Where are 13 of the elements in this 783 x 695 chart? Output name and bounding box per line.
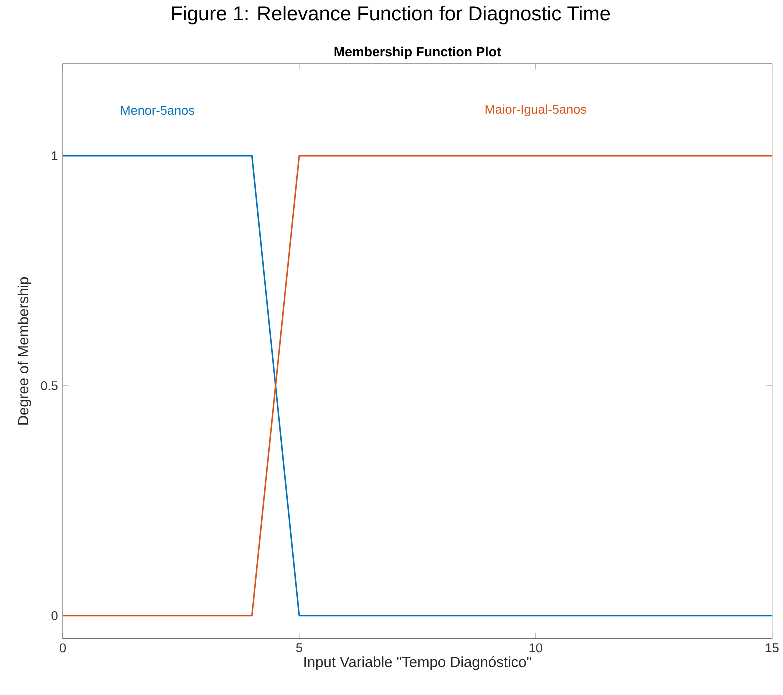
x-tick-label: 15	[766, 644, 779, 652]
x-tick-label: 10	[530, 644, 542, 653]
y-tick-label: 0.5	[41, 381, 58, 390]
y-tick-label: 1	[52, 152, 58, 160]
y-axis-title: Degree of Membership	[18, 278, 32, 425]
text: Maior-Igual-5anos	[486, 104, 586, 117]
chart-subtitle: Membership Function Plot	[334, 46, 502, 60]
text: Menor-5anos	[121, 106, 194, 116]
x-axis-title: Input Variable "Tempo Diagnóstico"	[304, 656, 532, 670]
y-tick-label: 0	[52, 611, 58, 620]
chart-title: Figure 1: Relevance Function for Diagnostic Time	[172, 6, 610, 25]
x-tick-label: 5	[296, 644, 302, 652]
x-tick-label: 0	[60, 644, 66, 653]
